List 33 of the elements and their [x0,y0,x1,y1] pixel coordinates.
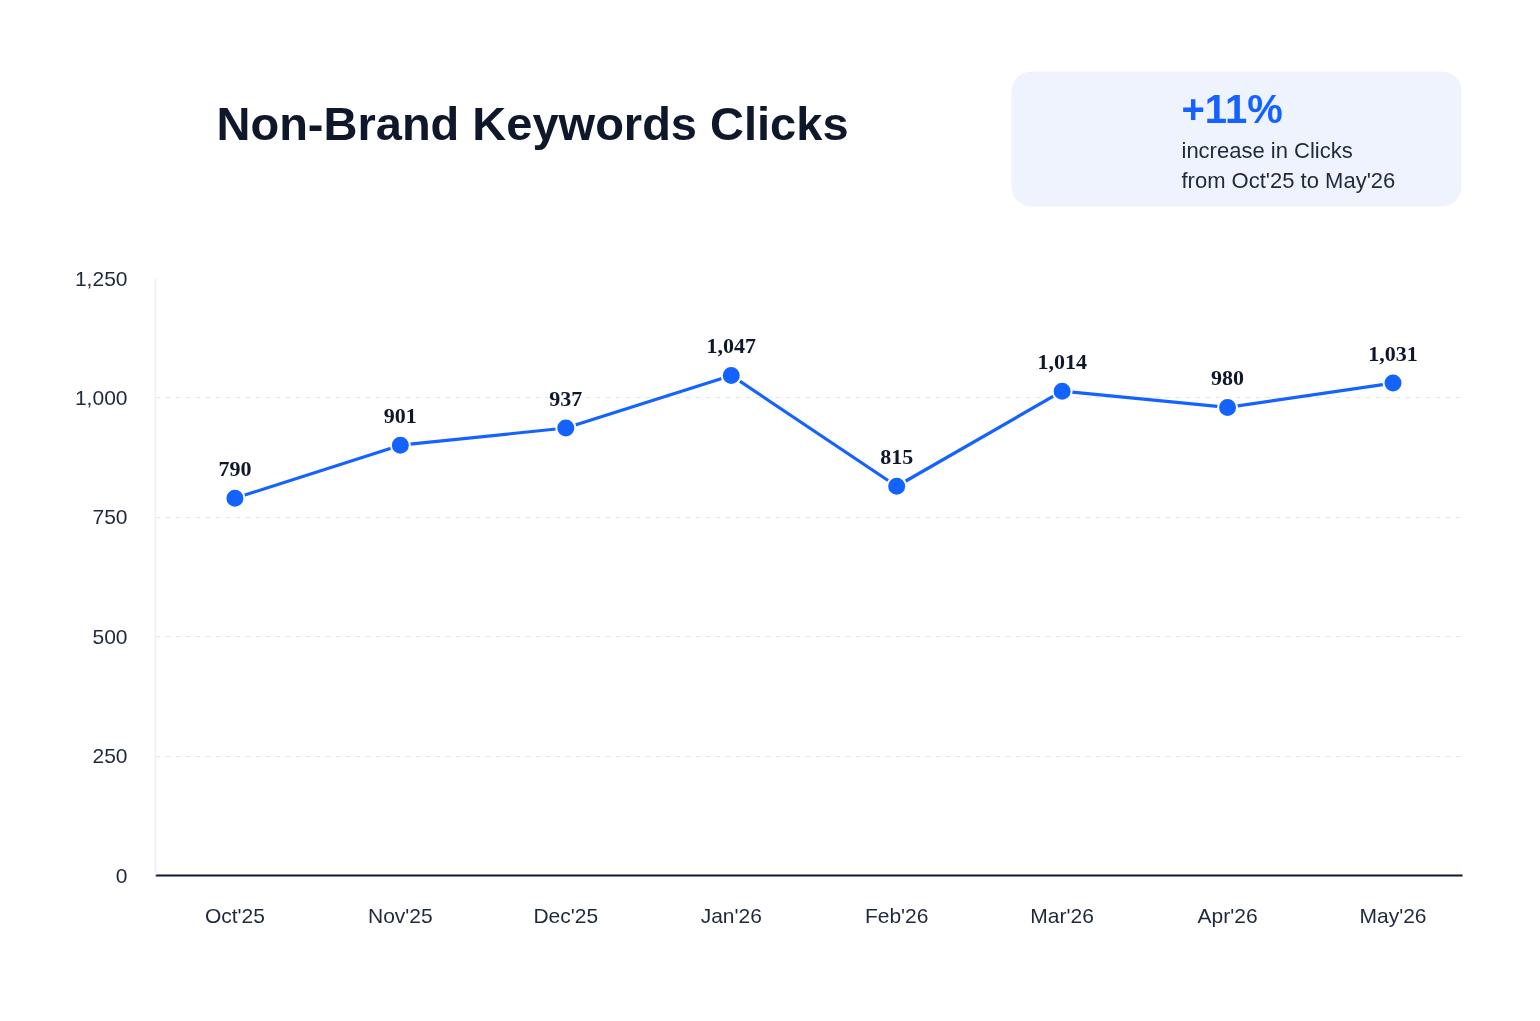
point [1051,380,1073,402]
x-tick-label: Nov'25 [368,903,433,927]
point [1382,372,1404,394]
x-tick-label: Mar'26 [1030,903,1094,927]
chart-title: Non-Brand Keywords Clicks [216,97,849,150]
x-tick-label: May'26 [1359,903,1427,927]
point [886,475,908,497]
data-label: 790 [218,456,252,482]
y-tick-label: 250 [92,744,128,768]
x-tick-label: Jan'26 [700,903,762,927]
x-tick-label: Dec'25 [533,903,599,927]
y-tick-label: 1,000 [74,385,128,409]
text: +11% [1181,86,1283,131]
point [1217,396,1239,418]
y-tick-label: 1,250 [74,266,128,290]
y-tick-label: 0 [115,863,128,887]
point [555,417,577,439]
data-label: 901 [383,403,417,429]
data-label: 1,031 [1368,341,1418,367]
data-label: 937 [549,385,583,411]
data-label: 980 [1211,365,1245,391]
text: increase in Clicks from Oct'25 to May'26 [1181,138,1396,193]
data-label: 815 [880,444,914,470]
data-label: 1,047 [706,333,756,359]
x-tick-label: Oct'25 [204,903,265,927]
y-tick-label: 750 [92,505,128,529]
data-label: 1,014 [1037,349,1087,375]
point [389,434,411,456]
y-tick-label: 500 [92,624,128,648]
point [224,487,246,509]
x-tick-label: Apr'26 [1197,903,1258,927]
x-tick-label: Feb'26 [864,903,929,927]
point [720,364,742,386]
